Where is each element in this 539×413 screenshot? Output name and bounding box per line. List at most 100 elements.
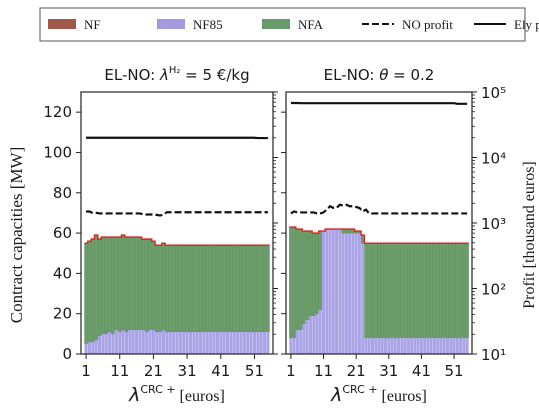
panel-title-prefix: EL-NO: <box>104 66 160 84</box>
bar-nf85 <box>148 329 152 354</box>
bar-nfa <box>195 244 199 333</box>
y-tick-label: 20 <box>53 305 72 323</box>
x-axis-label-unit: [euros] <box>176 388 225 405</box>
bar-nfa <box>266 244 270 333</box>
bar-nfa <box>312 232 316 316</box>
x-axis-label-symbol: λ <box>128 384 140 406</box>
legend-label-nfa: NFA <box>298 17 324 32</box>
bar-nf85 <box>232 331 236 354</box>
bar-nfa <box>406 242 411 339</box>
bar-nf85 <box>459 337 463 354</box>
bar-nfa <box>131 236 135 331</box>
bar-nf85 <box>135 329 139 354</box>
panel-title-prefix: EL-NO: <box>324 66 380 84</box>
bar-nfa <box>318 230 322 310</box>
x-tick-label: 41 <box>211 362 230 380</box>
bar-nfa <box>185 244 189 333</box>
bar-nfa <box>432 242 437 339</box>
bar-nfa <box>416 242 420 339</box>
bar-nfa <box>419 242 424 339</box>
bar-nf85 <box>239 331 243 354</box>
bar-nfa <box>155 244 159 333</box>
bar-nfa <box>380 242 384 339</box>
bar-nfa <box>305 230 309 320</box>
bar-nfa <box>245 244 250 333</box>
bar-nfa <box>225 244 230 333</box>
bar-nfa <box>377 242 381 339</box>
capacity-envelope-line <box>289 226 469 244</box>
bar-nf85 <box>426 337 430 354</box>
bar-nfa <box>192 244 196 333</box>
y-tick-label: 80 <box>53 184 72 202</box>
bar-nfa <box>396 242 401 339</box>
y-tick-label: 0 <box>62 345 72 363</box>
bar-nfa <box>259 244 263 333</box>
bar-nfa <box>315 232 319 314</box>
y-tick-label: 60 <box>53 224 72 242</box>
bar-nf85 <box>289 337 293 354</box>
bar-nf85 <box>348 233 352 354</box>
bar-nfa <box>413 242 417 339</box>
bar-nfa <box>134 236 139 331</box>
bar-nf85 <box>429 337 433 354</box>
bar-nf85 <box>91 341 95 354</box>
bar-nfa <box>104 236 109 335</box>
bar-nf85 <box>168 331 172 354</box>
bar-nf85 <box>212 331 216 354</box>
bar-nf85 <box>442 337 446 354</box>
bar-nfa <box>114 236 119 331</box>
bar-nf85 <box>84 343 88 354</box>
ely-profit-line <box>290 101 468 105</box>
bar-nf85 <box>101 333 105 354</box>
panel-title-symbol: θ <box>379 66 388 84</box>
x-axis-label-symbol: λ <box>330 384 342 406</box>
bar-nfa <box>462 242 466 339</box>
bar-nf85 <box>305 319 309 354</box>
x-tick-label: 51 <box>245 362 264 380</box>
panel-title-suffix: = 5 €/kg <box>180 66 249 84</box>
bar-nfa <box>422 242 427 339</box>
panel-title: EL-NO: θ = 0.2 <box>324 66 435 84</box>
bar-nf85 <box>299 329 303 354</box>
bar-nfa <box>121 234 125 331</box>
bar-nfa <box>87 240 92 343</box>
bar-nfa <box>124 236 129 333</box>
bar-nf85 <box>455 337 459 354</box>
bar-nfa <box>141 238 146 331</box>
bar-nf85 <box>432 337 436 354</box>
bar-nf85 <box>229 331 233 354</box>
bar-nfa <box>215 244 220 333</box>
bar-nf85 <box>215 331 219 354</box>
bar-nf85 <box>312 315 316 354</box>
bar-nfa <box>452 242 456 339</box>
bar-nf85 <box>295 329 299 354</box>
bar-nf85 <box>97 335 102 354</box>
x-tick-label: 31 <box>379 362 398 380</box>
bar-nf85 <box>131 329 135 354</box>
bar-nfa <box>181 244 186 333</box>
legend-swatch-nfa <box>262 19 290 29</box>
bar-nf85 <box>325 229 329 354</box>
bar-nfa <box>161 242 166 331</box>
bar-nf85 <box>209 331 213 354</box>
bar-nfa <box>148 238 152 331</box>
bar-nfa <box>449 242 453 339</box>
bar-nf85 <box>344 233 348 354</box>
bar-nfa <box>208 244 213 333</box>
bar-nfa <box>252 244 257 333</box>
bar-nfa <box>298 228 303 331</box>
bar-nfa <box>442 242 446 339</box>
bar-nf85 <box>195 331 199 354</box>
y2-tick-label: 10¹ <box>481 346 506 364</box>
bar-nfa <box>219 244 223 333</box>
bar-nfa <box>188 244 193 333</box>
x-tick-label: 1 <box>286 362 296 380</box>
bar-nf85 <box>446 337 450 354</box>
bar-nf85 <box>219 331 223 354</box>
bar-nfa <box>101 236 105 335</box>
bar-nf85 <box>413 337 417 354</box>
bar-nfa <box>364 242 368 339</box>
bar-nfa <box>198 244 203 333</box>
bar-nf85 <box>205 331 209 354</box>
